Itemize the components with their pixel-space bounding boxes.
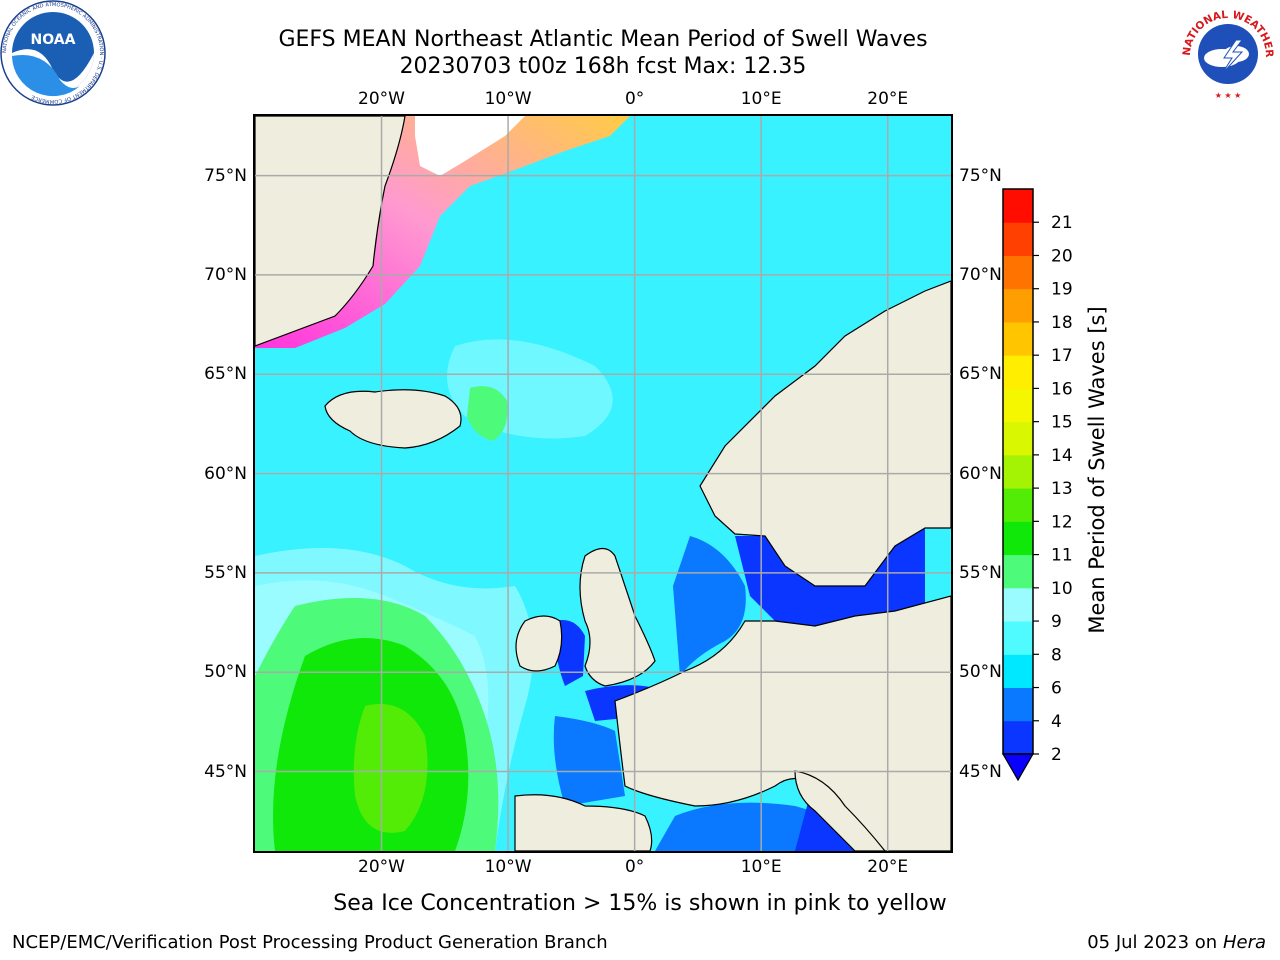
colorbar-segment-9 (1003, 421, 1033, 456)
map-frame (253, 114, 953, 853)
colorbar-tick-label-5: 10 (1051, 579, 1073, 599)
swell-zone-12s (353, 704, 428, 833)
lat-label-left-5: 50°N (204, 662, 247, 683)
lon-label-top-0: 20°W (358, 89, 406, 109)
colorbar-tick-label-3: 8 (1051, 645, 1062, 665)
colorbar-tick-label-11: 16 (1051, 379, 1073, 399)
sea-ice-note: Sea Ice Concentration > 15% is shown in … (333, 891, 947, 916)
swell-zone-2s-irish-sea (554, 620, 585, 686)
lat-label-right-2: 65°N (959, 364, 1002, 385)
colorbar-segment-16 (1003, 189, 1033, 223)
swell-zone-10s-iceland (467, 386, 508, 441)
great-britain (579, 547, 656, 687)
colorbar-tick-label-15: 20 (1051, 246, 1073, 266)
credit-date: 05 Jul 2023 on (1087, 932, 1223, 953)
swell-zone-4s-north-sea (673, 536, 746, 676)
credit-right: 05 Jul 2023 on Hera (1087, 932, 1266, 953)
colorbar-segment-11 (1003, 355, 1033, 389)
lon-label-bottom-1: 10°W (484, 857, 532, 877)
lat-label-right-4: 55°N (959, 562, 1002, 583)
swell-period-map (255, 116, 951, 851)
lat-label-right-0: 75°N (959, 165, 1002, 186)
colorbar-label: Mean Period of Swell Waves [s] (1085, 306, 1109, 634)
colorbar-segment-15 (1003, 222, 1033, 256)
lon-label-top-4: 20°E (867, 89, 909, 109)
colorbar-segment-3 (1003, 621, 1033, 655)
colorbar-tick-label-13: 18 (1051, 313, 1073, 333)
lat-label-right-1: 70°N (959, 264, 1002, 285)
colorbar-under-arrow (1001, 753, 1035, 782)
lat-label-left-4: 55°N (204, 562, 247, 583)
title-line-2: 20230703 t00z 168h fcst Max: 12.35 (399, 54, 807, 79)
colorbar-segment-6 (1003, 521, 1033, 556)
colorbar-tick-label-1: 4 (1051, 712, 1062, 732)
credit-machine: Hera (1222, 932, 1266, 953)
italy (794, 770, 886, 851)
colorbar-tick-label-10: 15 (1051, 413, 1073, 433)
credit-left: NCEP/EMC/Verification Post Processing Pr… (12, 932, 608, 953)
noaa-logo-text: NOAA (31, 32, 76, 48)
lat-label-left-1: 70°N (204, 264, 247, 285)
colorbar-segment-12 (1003, 321, 1033, 356)
colorbar-frame (1002, 188, 1034, 755)
swell-field (255, 339, 925, 851)
colorbar-segment-14 (1003, 255, 1033, 290)
lat-label-left-6: 45°N (204, 761, 247, 782)
colorbar-segment-2 (1003, 654, 1033, 689)
lat-label-left-0: 75°N (204, 165, 247, 186)
colorbar-tick-label-9: 14 (1051, 446, 1073, 466)
colorbar-tick-label-4: 9 (1051, 612, 1062, 632)
lat-label-left-2: 65°N (204, 364, 247, 385)
lat-label-right-3: 60°N (959, 463, 1002, 484)
colorbar-tick-label-8: 13 (1051, 479, 1073, 499)
lon-label-top-1: 10°W (484, 89, 532, 109)
iberia (514, 794, 653, 851)
swell-zone-4s-biscay (553, 716, 625, 806)
ireland (515, 615, 563, 672)
lat-label-left-3: 60°N (204, 463, 247, 484)
colorbar-segment-4 (1003, 587, 1033, 622)
lat-label-right-6: 45°N (959, 761, 1002, 782)
colorbar-tick-label-7: 12 (1051, 512, 1073, 532)
lon-label-bottom-4: 20°E (867, 857, 909, 877)
nws-logo: NATIONAL WEATHER SERVICE ★ ★ ★ (1176, 0, 1278, 102)
colorbar-segment-5 (1003, 554, 1033, 589)
colorbar-segment-13 (1003, 288, 1033, 323)
colorbar-tick-label-16: 21 (1051, 213, 1073, 233)
colorbar-segment-1 (1003, 687, 1033, 722)
iceland (324, 389, 462, 449)
lon-label-bottom-2: 0° (624, 857, 645, 877)
colorbar-tick-label-2: 6 (1051, 679, 1062, 699)
lon-label-bottom-0: 20°W (358, 857, 406, 877)
colorbar-tick-label-14: 19 (1051, 280, 1073, 300)
lon-label-bottom-3: 10°E (740, 857, 782, 877)
colorbar: 2 4 6 8 9 10 11 12 13 14 15 16 17 18 19 20 21 (1001, 188, 1073, 782)
title-line-1: GEFS MEAN Northeast Atlantic Mean Period… (278, 27, 928, 52)
colorbar-tick-label-0: 2 (1051, 745, 1062, 765)
colorbar-tick-label-6: 11 (1051, 546, 1073, 566)
colorbar-tick-label-12: 17 (1051, 346, 1073, 366)
colorbar-segment-10 (1003, 388, 1033, 423)
noaa-logo: NATIONAL OCEANIC AND ATMOSPHERIC ADMINIS… (0, 0, 106, 106)
lon-label-top-3: 10°E (740, 89, 782, 109)
graticule (255, 116, 951, 851)
lon-label-top-2: 0° (624, 89, 645, 109)
colorbar-segment-8 (1003, 454, 1033, 489)
sea-ice-core (415, 116, 525, 176)
chart-title: GEFS MEAN Northeast Atlantic Mean Period… (200, 26, 1006, 80)
colorbar-segment-0 (1003, 720, 1033, 755)
greenland (255, 116, 406, 347)
colorbar-segment-7 (1003, 488, 1033, 522)
lat-label-right-5: 50°N (959, 662, 1002, 683)
svg-text:★ ★ ★: ★ ★ ★ (1215, 91, 1242, 100)
